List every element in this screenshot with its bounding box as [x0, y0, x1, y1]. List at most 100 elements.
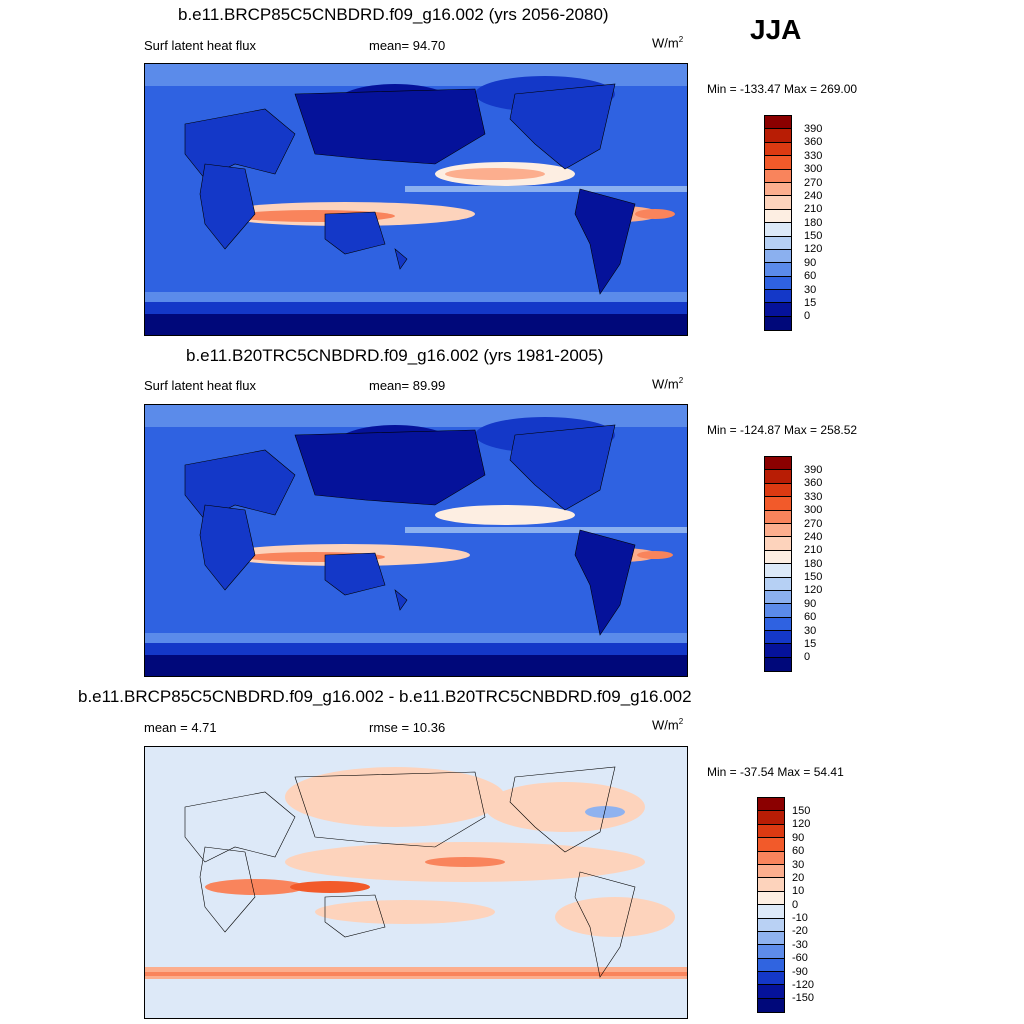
panel1-colorbar-tick: 390 [804, 123, 823, 135]
panel1-colorbar-box [765, 129, 791, 143]
panel3-colorbar-tick: 20 [792, 872, 805, 884]
panel2-colorbar-box [765, 577, 791, 591]
panel1-map [144, 63, 688, 336]
panel2-minmax: Min = -124.87 Max = 258.52 [707, 423, 858, 437]
panel3-colorbar-tick: -30 [792, 939, 808, 951]
panel3-colorbar-tick: 120 [792, 818, 811, 830]
panel1-colorbar-box [765, 209, 791, 224]
panel2-variable-label: Surf latent heat flux [144, 378, 257, 393]
panel1-colorbar-box [765, 249, 791, 264]
panel1-colorbar-tick: 15 [804, 297, 817, 309]
panel2-map-graphic [145, 405, 687, 676]
panel3-colorbar-tick: -60 [792, 952, 808, 964]
panel3-colorbar-tick: 90 [792, 832, 805, 844]
panel3-colorbar-box [758, 878, 784, 892]
panel2-colorbar-box [765, 590, 791, 605]
panel1-title: b.e11.BRCP85C5CNBDRD.f09_g16.002 (yrs 20… [178, 5, 609, 24]
panel1-colorbar [764, 115, 792, 332]
panel1-colorbar-box [765, 142, 791, 157]
panel1-colorbar-box [765, 156, 791, 170]
panel2-colorbar-tick: 240 [804, 531, 823, 543]
panel3-colorbar-tick: -90 [792, 966, 808, 978]
panel1-colorbar-tick: 90 [804, 257, 817, 269]
panel2-colorbar-box [765, 483, 791, 498]
panel3-colorbar-box [758, 838, 784, 852]
panel1-colorbar-box [765, 290, 791, 304]
panel2-colorbar-tick: 390 [804, 464, 823, 476]
panel3-colorbar-box [758, 931, 784, 946]
panel2-colorbar-tick: 180 [804, 558, 823, 570]
panel1-colorbar-box [765, 303, 791, 317]
panel3-colorbar-tick: 60 [792, 845, 805, 857]
panel3-colorbar-tick: -10 [792, 912, 808, 924]
panel1-colorbar-box [765, 196, 791, 210]
panel3-mean-label: mean = 4.71 [144, 720, 217, 735]
panel2-colorbar-tick: 15 [804, 638, 817, 650]
panel1-colorbar-tick: 30 [804, 284, 817, 296]
panel1-colorbar-box [765, 236, 791, 250]
panel1-colorbar-tick: 210 [804, 203, 823, 215]
panel2-colorbar-box [765, 457, 791, 471]
panel3-colorbar-box [758, 811, 784, 825]
panel3-colorbar-box [758, 945, 784, 959]
panel3-colorbar-tick: -20 [792, 925, 808, 937]
panel3-colorbar-box [758, 985, 784, 999]
panel1-map-graphic [145, 64, 687, 335]
panel2-colorbar-box [765, 631, 791, 645]
panel1-colorbar-box [765, 276, 791, 291]
panel3-colorbar-box [758, 918, 784, 932]
panel1-variable-label: Surf latent heat flux [144, 38, 257, 53]
panel1-colorbar-tick: 270 [804, 177, 823, 189]
panel3-colorbar-box [758, 851, 784, 865]
panel3-colorbar-tick: 0 [792, 899, 799, 911]
panel1-colorbar-tick: 330 [804, 150, 823, 162]
panel2-colorbar-tick: 360 [804, 477, 823, 489]
panel2-colorbar-tick: 210 [804, 544, 823, 556]
panel3-minmax: Min = -37.54 Max = 54.41 [707, 765, 844, 779]
panel3-colorbar-tick: -120 [792, 979, 815, 991]
panel1-colorbar-box [765, 169, 791, 183]
panel1-colorbar-box [765, 182, 791, 197]
panel3-rmse-label: rmse = 10.36 [369, 720, 446, 735]
panel2-colorbar-tick: 270 [804, 518, 823, 530]
panel1-colorbar-box [765, 263, 791, 277]
panel2-colorbar-box [765, 617, 791, 632]
panel2-mean-label: mean= 89.99 [369, 378, 446, 393]
panel2-colorbar [764, 456, 792, 673]
panel2-colorbar-tick: 330 [804, 491, 823, 503]
panel1-colorbar-tick: 240 [804, 190, 823, 202]
panel2-colorbar-box [765, 537, 791, 551]
panel2-colorbar-tick: 0 [804, 651, 811, 663]
panel3-colorbar-tick: 150 [792, 805, 811, 817]
panel2-colorbar-tick: 30 [804, 625, 817, 637]
season-label: JJA [750, 14, 802, 45]
panel1-colorbar-box [765, 223, 791, 237]
panel1-minmax: Min = -133.47 Max = 269.00 [707, 82, 858, 96]
panel3-colorbar-tick: 30 [792, 859, 805, 871]
panel2-units: W/m2 [652, 376, 684, 392]
panel3-colorbar [757, 797, 785, 1014]
panel1-colorbar-tick: 120 [804, 243, 823, 255]
panel1-colorbar-tick: 0 [804, 310, 811, 322]
panel3-colorbar-box [758, 891, 784, 906]
panel3-colorbar-tick: -150 [792, 992, 815, 1004]
panel2-colorbar-tick: 300 [804, 504, 823, 516]
panel1-colorbar-tick: 300 [804, 163, 823, 175]
panel3-colorbar-box [758, 798, 784, 812]
panel2-colorbar-box [765, 523, 791, 538]
panel2-colorbar-tick: 120 [804, 584, 823, 596]
panel3-units: W/m2 [652, 717, 684, 733]
panel1-units: W/m2 [652, 35, 684, 51]
panel1-colorbar-tick: 60 [804, 270, 817, 282]
panel3-map-graphic [145, 747, 687, 1018]
panel3-title: b.e11.BRCP85C5CNBDRD.f09_g16.002 - b.e11… [78, 687, 692, 706]
panel1-colorbar-box [765, 116, 791, 130]
panel2-colorbar-box [765, 657, 791, 672]
panel2-title: b.e11.B20TRC5CNBDRD.f09_g16.002 (yrs 198… [186, 346, 604, 365]
panel2-colorbar-box [765, 497, 791, 511]
panel2-colorbar-box [765, 564, 791, 578]
panel2-colorbar-box [765, 604, 791, 618]
panel2-colorbar-tick: 150 [804, 571, 823, 583]
panel2-colorbar-tick: 90 [804, 598, 817, 610]
panel1-colorbar-tick: 150 [804, 230, 823, 242]
